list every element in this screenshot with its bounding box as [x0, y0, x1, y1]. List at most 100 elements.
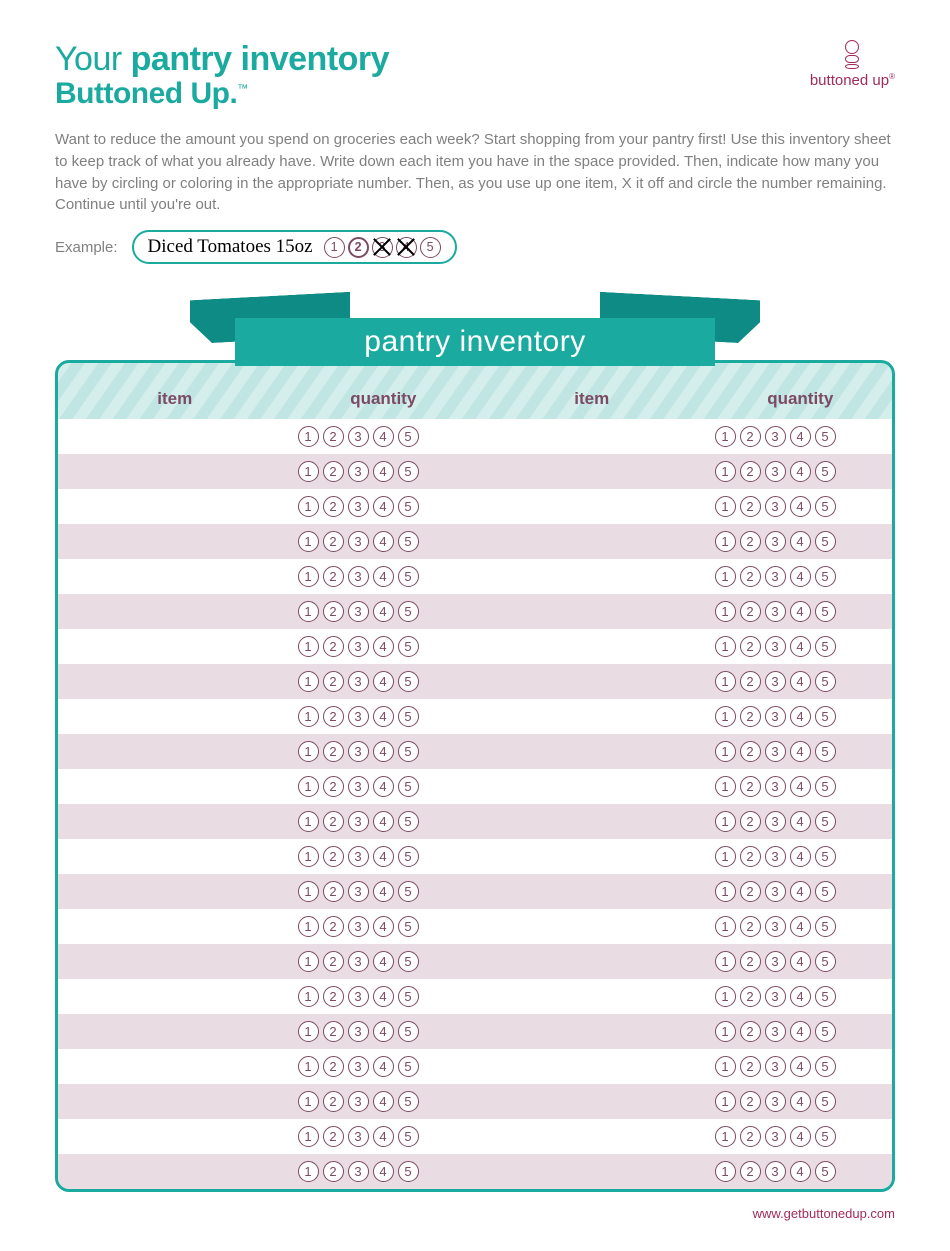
quantity-circle[interactable]: 1 [715, 601, 736, 622]
quantity-circle[interactable]: 1 [298, 426, 319, 447]
quantity-circle[interactable]: 2 [323, 671, 344, 692]
quantity-circle[interactable]: 4 [373, 531, 394, 552]
quantity-circle[interactable]: 1 [298, 811, 319, 832]
quantity-circle[interactable]: 4 [373, 1091, 394, 1112]
quantity-circle[interactable]: 1 [298, 1161, 319, 1182]
quantity-circle[interactable]: 5 [398, 531, 419, 552]
quantity-circle[interactable]: 5 [398, 636, 419, 657]
quantity-circle[interactable]: 4 [373, 426, 394, 447]
quantity-circle[interactable]: 5 [815, 811, 836, 832]
quantity-circle[interactable]: 2 [323, 1056, 344, 1077]
quantity-circle[interactable]: 1 [298, 916, 319, 937]
quantity-circle[interactable]: 3 [765, 1161, 786, 1182]
quantity-circle[interactable]: 3 [765, 846, 786, 867]
quantity-circle[interactable]: 4 [790, 951, 811, 972]
quantity-circle[interactable]: 2 [323, 706, 344, 727]
quantity-circle[interactable]: 2 [740, 1091, 761, 1112]
quantity-circle[interactable]: 5 [398, 811, 419, 832]
quantity-circle[interactable]: 2 [323, 1091, 344, 1112]
quantity-circle[interactable]: 4 [790, 776, 811, 797]
quantity-circle[interactable]: 4 [373, 461, 394, 482]
quantity-circle[interactable]: 5 [815, 846, 836, 867]
quantity-circle[interactable]: 3 [348, 671, 369, 692]
quantity-circle[interactable]: 4 [373, 1021, 394, 1042]
quantity-circle[interactable]: 3 [765, 1091, 786, 1112]
quantity-circle[interactable]: 1 [715, 1091, 736, 1112]
quantity-circle[interactable]: 3 [348, 496, 369, 517]
quantity-circle[interactable]: 3 [348, 566, 369, 587]
quantity-circle[interactable]: 4 [373, 1161, 394, 1182]
quantity-circle[interactable]: 1 [715, 461, 736, 482]
quantity-circle[interactable]: 4 [790, 1021, 811, 1042]
quantity-circle[interactable]: 2 [740, 566, 761, 587]
quantity-circle[interactable]: 5 [815, 741, 836, 762]
quantity-circle[interactable]: 3 [765, 461, 786, 482]
quantity-circle[interactable]: 4 [790, 846, 811, 867]
quantity-circle[interactable]: 2 [740, 1126, 761, 1147]
quantity-circle[interactable]: 4 [373, 951, 394, 972]
quantity-circle[interactable]: 5 [398, 1161, 419, 1182]
quantity-circle[interactable]: 1 [715, 706, 736, 727]
quantity-circle[interactable]: 1 [298, 741, 319, 762]
quantity-circle[interactable]: 1 [715, 916, 736, 937]
quantity-circle[interactable]: 3 [348, 986, 369, 1007]
quantity-circle[interactable]: 3 [765, 811, 786, 832]
quantity-circle[interactable]: 3 [765, 776, 786, 797]
quantity-circle[interactable]: 2 [740, 461, 761, 482]
quantity-circle[interactable]: 4 [373, 916, 394, 937]
quantity-circle[interactable]: 2 [740, 916, 761, 937]
quantity-circle[interactable]: 2 [323, 741, 344, 762]
quantity-circle[interactable]: 1 [298, 881, 319, 902]
quantity-circle[interactable]: 4 [373, 811, 394, 832]
quantity-circle[interactable]: 3 [348, 426, 369, 447]
quantity-circle[interactable]: 4 [790, 426, 811, 447]
quantity-circle[interactable]: 2 [740, 1056, 761, 1077]
quantity-circle[interactable]: 4 [373, 986, 394, 1007]
quantity-circle[interactable]: 4 [790, 706, 811, 727]
quantity-circle[interactable]: 1 [298, 951, 319, 972]
quantity-circle[interactable]: 5 [815, 881, 836, 902]
quantity-circle[interactable]: 2 [740, 426, 761, 447]
quantity-circle[interactable]: 3 [348, 601, 369, 622]
quantity-circle[interactable]: 4 [790, 671, 811, 692]
quantity-circle[interactable]: 3 [765, 741, 786, 762]
quantity-circle[interactable]: 2 [740, 811, 761, 832]
quantity-circle[interactable]: 2 [740, 846, 761, 867]
quantity-circle[interactable]: 3 [348, 846, 369, 867]
quantity-circle[interactable]: 2 [740, 706, 761, 727]
quantity-circle[interactable]: 2 [323, 496, 344, 517]
quantity-circle[interactable]: 4 [790, 741, 811, 762]
quantity-circle[interactable]: 3 [765, 916, 786, 937]
quantity-circle[interactable]: 2 [323, 601, 344, 622]
quantity-circle[interactable]: 5 [398, 1021, 419, 1042]
quantity-circle[interactable]: 2 [740, 496, 761, 517]
quantity-circle[interactable]: 3 [765, 881, 786, 902]
quantity-circle[interactable]: 5 [398, 1091, 419, 1112]
quantity-circle[interactable]: 4 [373, 636, 394, 657]
quantity-circle[interactable]: 5 [815, 636, 836, 657]
quantity-circle[interactable]: 3 [765, 1056, 786, 1077]
quantity-circle[interactable]: 3 [348, 811, 369, 832]
quantity-circle[interactable]: 1 [298, 496, 319, 517]
quantity-circle[interactable]: 3 [765, 671, 786, 692]
quantity-circle[interactable]: 3 [348, 776, 369, 797]
quantity-circle[interactable]: 4 [373, 566, 394, 587]
quantity-circle[interactable]: 4 [373, 601, 394, 622]
quantity-circle[interactable]: 5 [815, 671, 836, 692]
quantity-circle[interactable]: 3 [348, 706, 369, 727]
quantity-circle[interactable]: 5 [815, 496, 836, 517]
quantity-circle[interactable]: 5 [398, 671, 419, 692]
quantity-circle[interactable]: 5 [398, 1126, 419, 1147]
quantity-circle[interactable]: 3 [765, 426, 786, 447]
quantity-circle[interactable]: 1 [298, 1021, 319, 1042]
quantity-circle[interactable]: 4 [373, 846, 394, 867]
quantity-circle[interactable]: 5 [815, 951, 836, 972]
quantity-circle[interactable]: 5 [398, 566, 419, 587]
quantity-circle[interactable]: 3 [348, 1091, 369, 1112]
quantity-circle[interactable]: 1 [715, 426, 736, 447]
quantity-circle[interactable]: 2 [323, 916, 344, 937]
quantity-circle[interactable]: 5 [815, 916, 836, 937]
quantity-circle[interactable]: 2 [323, 1021, 344, 1042]
quantity-circle[interactable]: 5 [815, 776, 836, 797]
quantity-circle[interactable]: 4 [790, 986, 811, 1007]
